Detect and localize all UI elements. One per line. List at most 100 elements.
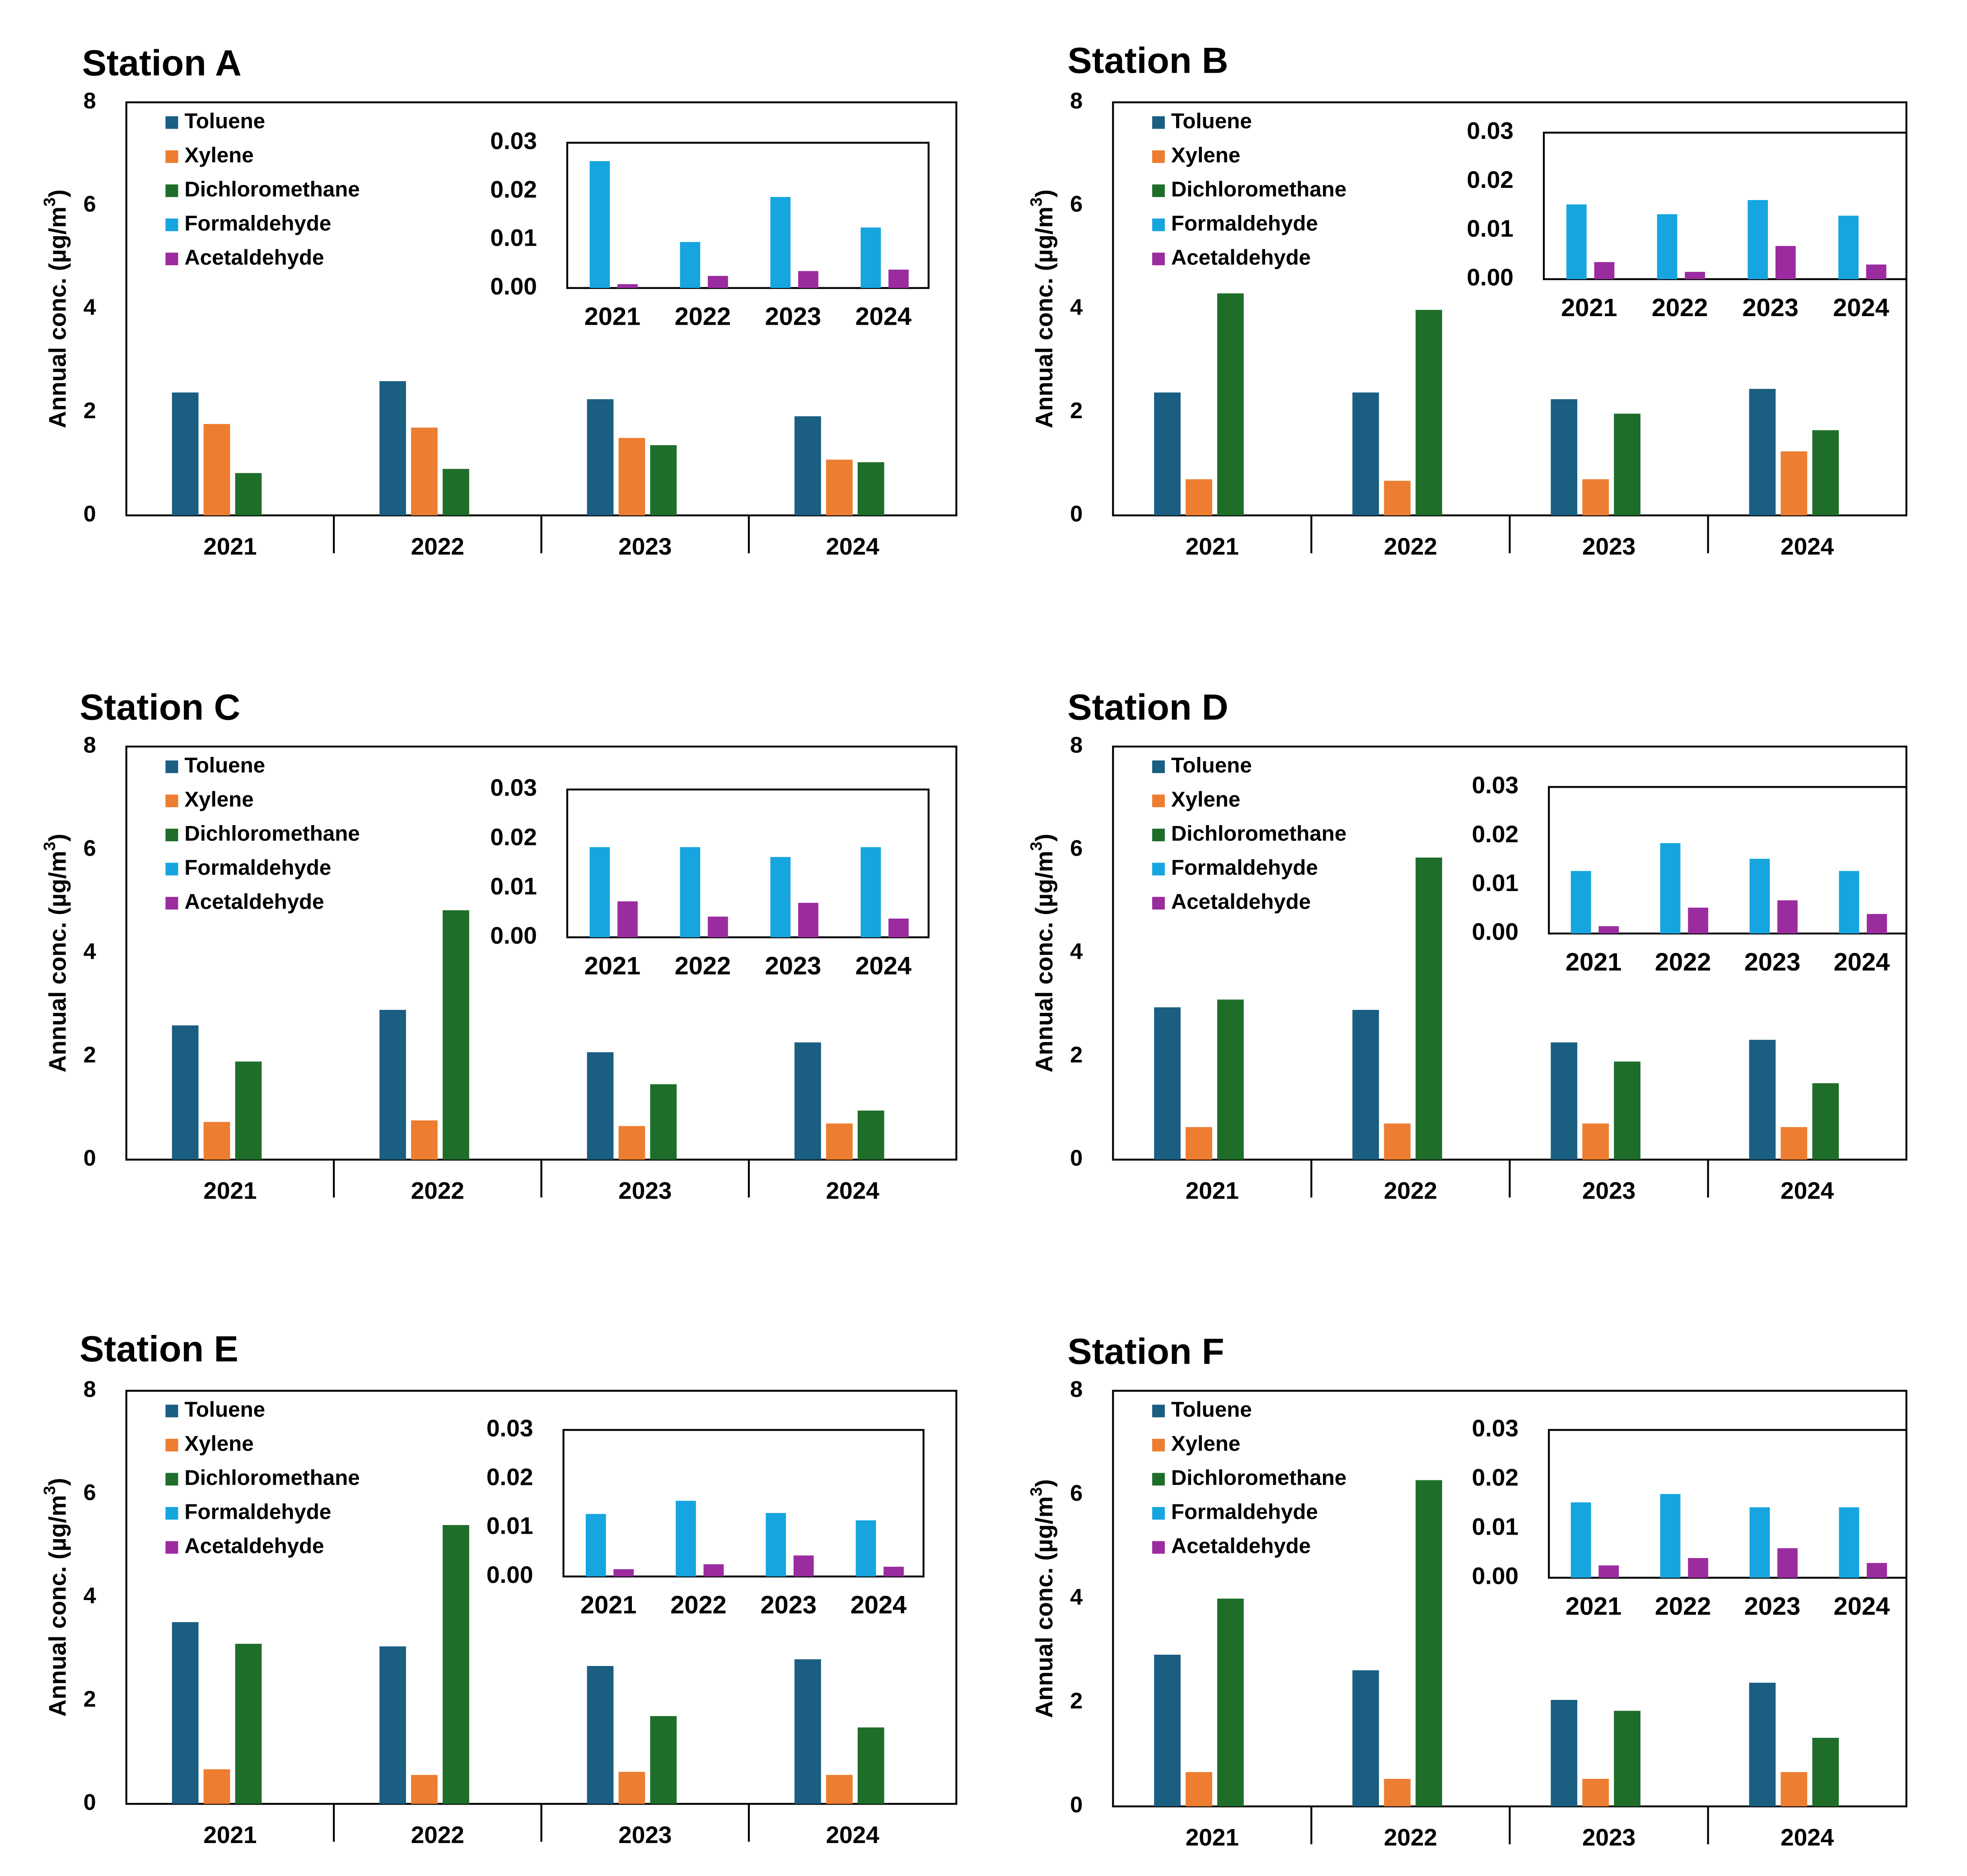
station-a-bar-dichloromethane-2023: [650, 445, 677, 516]
station-b-bar-dichloromethane-2021: [1217, 293, 1244, 516]
station-e-bar-xylene-2022: [411, 1775, 438, 1804]
station-b-inset-bar-formaldehyde-2023: [1747, 200, 1768, 280]
station-d-legend-label-dichloromethane: Dichloromethane: [1171, 821, 1346, 845]
station-f-legend-swatch-formaldehyde: [1152, 1507, 1165, 1520]
station-a-inset-bar-acetaldehyde-2021: [617, 284, 638, 288]
station-e-inset-chart: 0.00 0.01 0.02 0.03 2021 2022 2023 2024: [486, 1415, 925, 1619]
station-b-legend-label-acetaldehyde: Acetaldehyde: [1171, 246, 1311, 270]
station-b-legend-swatch-formaldehyde: [1152, 218, 1165, 231]
station-d-legend-label-toluene: Toluene: [1171, 753, 1252, 777]
station-b-bar-toluene-2023: [1551, 399, 1578, 516]
station-a-bar-xylene-2023: [618, 438, 645, 516]
station-d-inset-y-tick-label: 0.02: [1472, 821, 1518, 848]
station-c-bar-xylene-2022: [411, 1120, 438, 1160]
station-c-inset-x-tick-label: 2022: [675, 951, 731, 980]
station-c-y-tick-label: 2: [84, 1041, 96, 1067]
station-a-x-tick-label: 2023: [618, 533, 672, 560]
station-b-y-axis-label: Annual conc. (µg/m3): [1027, 189, 1058, 428]
station-e-inset-bar-acetaldehyde-2023: [793, 1555, 814, 1577]
station-d-y-tick-label: 6: [1070, 835, 1083, 861]
station-c-x-tick-label: 2023: [618, 1177, 672, 1204]
station-d-inset-bar-formaldehyde-2023: [1749, 859, 1770, 934]
station-e-legend-label-formaldehyde: Formaldehyde: [184, 1500, 331, 1524]
station-c-bar-dichloromethane-2022: [443, 910, 469, 1160]
station-a-bar-toluene-2022: [379, 381, 406, 516]
station-b-legend-label-toluene: Toluene: [1171, 109, 1252, 133]
station-c-inset-x-tick-label: 2024: [855, 951, 911, 980]
station-c-inset-bar-formaldehyde-2021: [589, 847, 610, 938]
station-c-inset-y-tick-label: 0.02: [490, 824, 537, 850]
station-b-inset-x-tick-label: 2023: [1743, 293, 1799, 322]
station-f-y-axis-label: Annual conc. (µg/m3): [1027, 1479, 1058, 1718]
station-a-inset-x-tick-label: 2021: [584, 302, 640, 331]
station-f-bar-toluene-2024: [1749, 1683, 1776, 1806]
station-d-inset-bar-formaldehyde-2022: [1660, 843, 1681, 934]
station-d-inset-y-tick-label: 0.01: [1472, 870, 1518, 896]
station-a-y-tick-label: 0: [84, 501, 96, 527]
station-a-bar-dichloromethane-2024: [857, 462, 884, 516]
station-b-legend-label-dichloromethane: Dichloromethane: [1171, 177, 1346, 201]
station-c-bar-toluene-2021: [172, 1025, 199, 1160]
station-a-inset-y-tick-label: 0.03: [490, 128, 537, 154]
station-f-y-tick-label: 0: [1070, 1792, 1083, 1817]
station-f-inset-bar-acetaldehyde-2021: [1598, 1565, 1619, 1578]
station-b-x-tick-label: 2022: [1384, 533, 1437, 560]
station-f-chart: Station F Annual conc. (µg/m3) 0 2 4 6 8 2021 20…: [1027, 1331, 1907, 1851]
station-a-inset-bar-formaldehyde-2023: [770, 197, 791, 288]
station-c-inset-bar-acetaldehyde-2022: [708, 916, 728, 938]
station-e-legend-label-xylene: Xylene: [184, 1432, 253, 1456]
station-d-bar-dichloromethane-2023: [1614, 1061, 1641, 1160]
station-e-bar-toluene-2023: [587, 1666, 614, 1804]
station-a-bar-toluene-2021: [172, 392, 199, 516]
station-a-legend-swatch-xylene: [165, 150, 178, 163]
station-e-inset-y-tick-label: 0.01: [486, 1513, 533, 1540]
station-f-y-tick-label: 8: [1070, 1376, 1083, 1402]
station-d-title: Station D: [1068, 687, 1229, 728]
station-f-legend-label-xylene: Xylene: [1171, 1432, 1240, 1456]
station-d-inset-x-tick-label: 2024: [1834, 947, 1890, 976]
station-b-inset-y-tick-label: 0.00: [1467, 264, 1514, 291]
station-a-legend-label-toluene: Toluene: [184, 109, 265, 133]
station-f-legend-swatch-dichloromethane: [1152, 1473, 1165, 1486]
station-e-legend-swatch-toluene: [165, 1405, 178, 1418]
station-d-inset-bar-formaldehyde-2024: [1839, 871, 1860, 934]
station-a-inset-x-tick-label: 2022: [675, 302, 731, 331]
station-d-chart: Station D Annual conc. (µg/m3) 0 2 4 6 8 2021 20…: [1027, 687, 1907, 1204]
station-a-inset-bar-acetaldehyde-2024: [888, 269, 909, 288]
station-d-y-axis-label: Annual conc. (µg/m3): [1027, 834, 1058, 1073]
station-a-x-tick-label: 2022: [411, 533, 464, 560]
station-c-legend-label-formaldehyde: Formaldehyde: [184, 856, 331, 880]
station-a-inset-chart: 0.00 0.01 0.02 0.03 2021 2022 2023 2024: [490, 128, 930, 331]
station-d-bar-dichloromethane-2022: [1416, 857, 1442, 1160]
station-d-bar-dichloromethane-2024: [1812, 1083, 1839, 1160]
station-f-bar-dichloromethane-2022: [1416, 1480, 1442, 1806]
station-a-inset-bar-acetaldehyde-2023: [798, 271, 818, 288]
station-a-x-tick-label: 2021: [203, 533, 257, 560]
station-e-bar-xylene-2023: [618, 1772, 645, 1804]
station-e-inset-y-tick-label: 0.02: [486, 1464, 533, 1491]
station-e-y-tick-label: 0: [84, 1789, 96, 1815]
station-c-inset-chart: 0.00 0.01 0.02 0.03 2021 2022 2023 2024: [490, 775, 930, 980]
station-b-bar-toluene-2024: [1749, 389, 1776, 516]
station-a-bar-xylene-2024: [826, 459, 853, 516]
station-d-inset-bar-acetaldehyde-2024: [1867, 914, 1887, 934]
station-b-x-tick-label: 2024: [1780, 533, 1834, 560]
station-d-y-tick-label: 2: [1070, 1041, 1083, 1067]
station-e-bar-dichloromethane-2023: [650, 1716, 677, 1804]
station-e-legend-label-toluene: Toluene: [184, 1398, 265, 1422]
station-b-y-tick-label: 4: [1070, 294, 1083, 320]
station-e-inset-bar-acetaldehyde-2022: [703, 1564, 724, 1577]
station-a-legend-label-xylene: Xylene: [184, 143, 253, 167]
station-b-inset-bar-acetaldehyde-2021: [1594, 262, 1615, 280]
station-a-inset-x-tick-label: 2023: [765, 302, 821, 331]
station-f-inset-bar-formaldehyde-2024: [1839, 1507, 1860, 1578]
station-d-y-tick-label: 0: [1070, 1145, 1083, 1171]
station-c-chart: Station C Annual conc. (µg/m3) 0 2 4 6 8 2021 20…: [40, 687, 958, 1204]
station-e-inset-x-tick-label: 2023: [761, 1591, 817, 1619]
station-d-inset-bar-acetaldehyde-2021: [1598, 926, 1619, 934]
station-c-legend-swatch-dichloromethane: [165, 828, 178, 841]
station-d-bar-xylene-2021: [1186, 1127, 1212, 1160]
station-a-inset-y-tick-label: 0.00: [490, 273, 537, 300]
station-b-bar-xylene-2021: [1186, 479, 1212, 516]
